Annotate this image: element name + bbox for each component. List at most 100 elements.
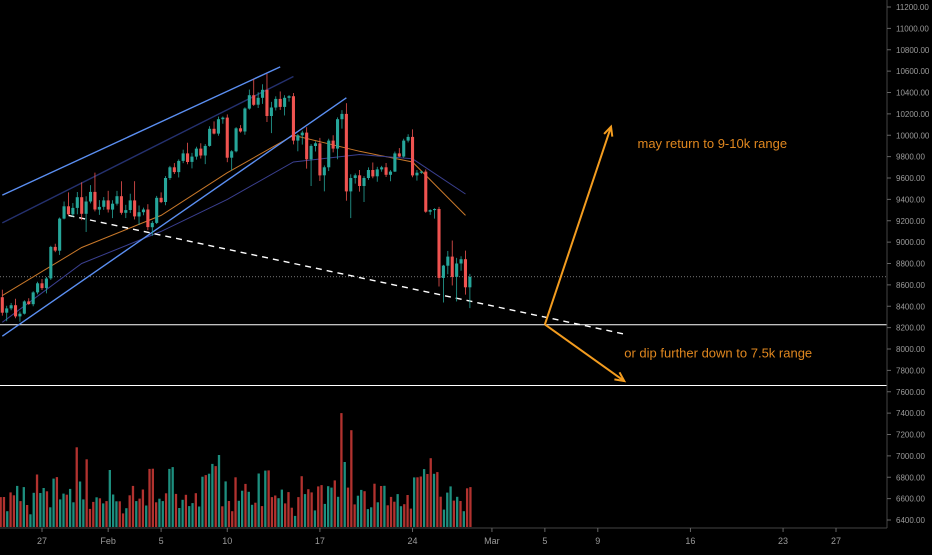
volume-bar (145, 505, 148, 527)
volume-bar (366, 509, 370, 527)
candle-body (446, 256, 450, 266)
dashed-trendline[interactable] (68, 214, 625, 335)
y-tick-label: 9400.00 (896, 195, 925, 204)
volume-bar (25, 505, 29, 527)
volume-bar (188, 506, 191, 527)
candle-body (93, 191, 97, 210)
channel-trendline[interactable] (2, 66, 281, 196)
volume-bar (442, 509, 446, 527)
candle-body (71, 207, 75, 215)
volume-bar (459, 501, 462, 527)
y-axis: 11200.00 11000.00 10800.00 10600.00 10400.00… (886, 0, 932, 550)
volume-bar (465, 488, 469, 527)
moving-average-line (2, 153, 466, 323)
x-tick-label: 24 (408, 536, 418, 546)
candle-body (388, 171, 393, 175)
candle-body (9, 305, 13, 309)
candle-body (278, 98, 282, 107)
candle-body (358, 175, 362, 186)
volume-bar (346, 487, 350, 527)
y-tick-label: 8600.00 (896, 281, 925, 290)
volume-bar (75, 447, 78, 527)
volume-bar (164, 493, 168, 527)
volume-bar (363, 491, 366, 527)
candle-body (18, 313, 22, 317)
y-tick-label: 11000.00 (896, 24, 929, 33)
candle-body (441, 265, 445, 278)
volume-bar (32, 492, 35, 527)
volume-bar (131, 485, 135, 527)
candle-body (287, 96, 291, 98)
candle-body (274, 98, 278, 108)
candle-body (230, 151, 234, 158)
y-tick-label: 10400.00 (896, 89, 930, 98)
candle-body (221, 117, 225, 120)
volume-bar (6, 511, 9, 527)
candle-body (97, 206, 101, 210)
candle-body (44, 278, 48, 289)
candle-body (13, 305, 18, 317)
y-tick-label: 9200.00 (896, 217, 925, 226)
volume-bar (42, 488, 45, 527)
horizontal-levels: 8226.457658.518675.4102:05:18 (0, 270, 931, 392)
candle-body (106, 200, 110, 210)
candle-body (155, 197, 159, 223)
candle-body (62, 206, 66, 219)
y-tick-label: 7000.00 (896, 452, 925, 461)
candle-body (455, 263, 459, 277)
projection-arrow[interactable] (544, 323, 625, 382)
arrowhead (614, 371, 627, 383)
volume-bar (201, 476, 204, 527)
candle-body (410, 136, 415, 176)
annotation-text[interactable]: or dip further down to 7.5k range (624, 346, 812, 361)
volume-bar (399, 506, 403, 527)
channel-trendline[interactable] (1, 75, 294, 224)
volume-bar (154, 502, 158, 527)
volume-bar (277, 498, 280, 527)
volume-bar (224, 481, 227, 527)
volume-bar (264, 470, 267, 527)
projection-arrow[interactable] (543, 126, 612, 325)
volume-bar (432, 473, 436, 527)
volume-bar (12, 495, 16, 527)
candle-body (437, 209, 441, 278)
candle-body (141, 209, 145, 213)
candle-body (128, 200, 132, 210)
candle-body (283, 97, 287, 107)
volume-bar (469, 487, 472, 527)
volume-bar (323, 503, 327, 527)
x-tick-label: 5 (159, 536, 164, 546)
candle-body (133, 200, 137, 217)
candle-body (177, 160, 181, 173)
candle-body (31, 292, 35, 305)
candle-body (190, 156, 194, 162)
volume-bar (317, 486, 320, 527)
annotation-text[interactable]: may return to 9-10k range (638, 136, 788, 151)
volume-bar (52, 478, 55, 527)
volume-bar (231, 511, 234, 527)
volume-bar (115, 501, 118, 527)
volume-bar (178, 508, 181, 527)
volume-bar (379, 486, 383, 527)
candle-body (428, 210, 432, 212)
volume-bar (45, 491, 49, 527)
candle-body (172, 167, 176, 173)
volume-bar (171, 467, 174, 527)
candle-body (137, 212, 141, 217)
volume-bar (62, 493, 65, 527)
candle-body (459, 259, 463, 264)
candle-body (265, 89, 269, 116)
candle-body (146, 209, 150, 228)
volume-bar (121, 513, 125, 527)
candle-body (397, 153, 401, 157)
y-tick-label: 7400.00 (896, 409, 925, 418)
volume-bar (207, 473, 211, 527)
volume-bar (313, 510, 317, 527)
volume-bar (2, 497, 6, 527)
volume-bar (102, 503, 105, 527)
volume-bar (234, 477, 237, 527)
volume-bar (327, 486, 330, 527)
channel-trendline[interactable] (1, 97, 347, 337)
